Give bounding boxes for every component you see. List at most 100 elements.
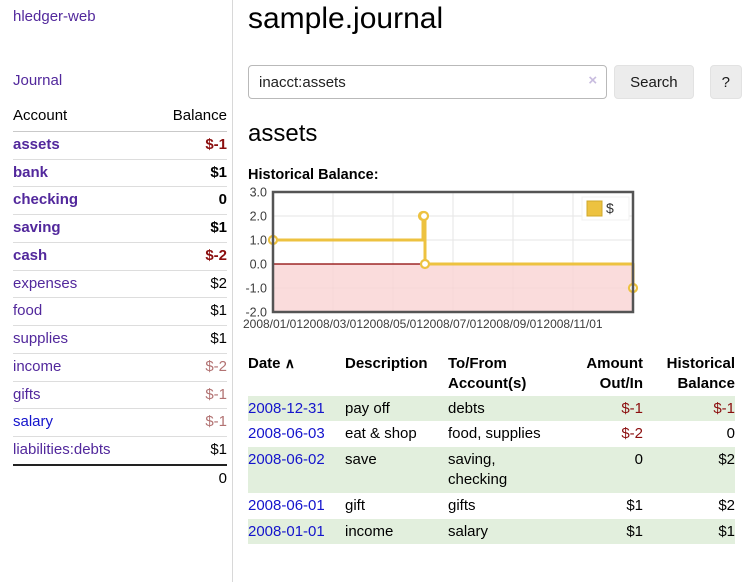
transaction-date-link[interactable]: 2008-01-01 — [248, 523, 325, 540]
account-link[interactable]: liabilities:debts — [13, 441, 111, 458]
clear-search-icon[interactable]: × — [588, 73, 597, 88]
page-title: sample.journal — [248, 2, 742, 36]
account-row: checking 0 — [13, 187, 227, 215]
transaction-accounts: debts — [448, 396, 561, 422]
accounts-header-balance: Balance — [151, 104, 227, 131]
transaction-accounts: saving, checking — [448, 447, 561, 493]
transaction-balance: $2 — [643, 493, 735, 519]
account-link[interactable]: expenses — [13, 275, 77, 292]
search-input[interactable] — [248, 65, 607, 99]
transaction-description: save — [345, 447, 448, 493]
transaction-description: pay off — [345, 396, 448, 422]
data-point-marker — [420, 212, 428, 220]
account-link[interactable]: saving — [13, 219, 61, 236]
account-balance: $2 — [151, 270, 227, 298]
x-tick-label: 2008/05/01 — [363, 317, 423, 331]
accounts-total-row: 0 — [13, 465, 227, 493]
account-link[interactable]: cash — [13, 247, 47, 264]
negative-region — [273, 264, 633, 312]
transaction-date-link[interactable]: 2008-06-03 — [248, 425, 325, 442]
y-tick-label: 1.0 — [250, 234, 267, 248]
transaction-description: gift — [345, 493, 448, 519]
transaction-balance: $1 — [643, 519, 735, 545]
data-point-marker — [421, 260, 429, 268]
accounts-total-balance: 0 — [151, 465, 227, 493]
account-row: supplies $1 — [13, 326, 227, 354]
account-link[interactable]: checking — [13, 191, 78, 208]
account-balance: $-1 — [151, 131, 227, 159]
account-link[interactable]: food — [13, 302, 42, 319]
account-balance: $1 — [151, 437, 227, 465]
register-table: Date ∧ Description To/From Account(s) Am… — [248, 352, 735, 544]
accounts-header-account: Account — [13, 104, 151, 131]
historical-balance-chart: $3.02.01.00.0-1.0-2.02008/01/012008/03/0… — [240, 190, 660, 337]
transaction-amount: $-2 — [561, 421, 643, 447]
transaction-row: 2008-06-01 giftgifts$1$2 — [248, 493, 735, 519]
account-link[interactable]: gifts — [13, 386, 41, 403]
transaction-accounts: gifts — [448, 493, 561, 519]
transaction-accounts: salary — [448, 519, 561, 545]
account-balance: $-2 — [151, 353, 227, 381]
x-tick-label: 2008/09/01 — [483, 317, 543, 331]
transaction-description: income — [345, 519, 448, 545]
x-tick-label: 2008/03/01 — [303, 317, 363, 331]
transaction-date-link[interactable]: 2008-06-01 — [248, 497, 325, 514]
account-balance: $-1 — [151, 381, 227, 409]
x-tick-label: 2008/07/01 — [423, 317, 483, 331]
chart-title: Historical Balance: — [248, 167, 742, 183]
transaction-balance: $-1 — [643, 396, 735, 422]
account-balance: $1 — [151, 326, 227, 354]
account-row: cash $-2 — [13, 242, 227, 270]
search-button[interactable]: Search — [614, 65, 694, 99]
account-row: expenses $2 — [13, 270, 227, 298]
register-header-accounts: To/From Account(s) — [448, 352, 561, 396]
account-balance: $1 — [151, 215, 227, 243]
date-header-label: Date — [248, 355, 281, 372]
transaction-accounts: food, supplies — [448, 421, 561, 447]
sidebar: hledger-web Journal Account Balance asse… — [0, 0, 233, 582]
transaction-description: eat & shop — [345, 421, 448, 447]
register-header-description: Description — [345, 352, 448, 396]
transaction-date-link[interactable]: 2008-06-02 — [248, 451, 325, 468]
transaction-row: 2008-01-01incomesalary$1$1 — [248, 519, 735, 545]
register-header-date: Date ∧ — [248, 352, 345, 396]
sidebar-item-journal[interactable]: Journal — [13, 72, 227, 89]
legend-label: $ — [606, 200, 614, 216]
account-row: gifts $-1 — [13, 381, 227, 409]
account-link[interactable]: salary — [13, 413, 53, 430]
register-table-header: Date ∧ Description To/From Account(s) Am… — [248, 352, 735, 396]
app-brand-link[interactable]: hledger-web — [13, 8, 227, 25]
transaction-row: 2008-06-03 eat & shopfood, supplies$-20 — [248, 421, 735, 447]
account-balance: $1 — [151, 159, 227, 187]
account-row: liabilities:debts $1 — [13, 437, 227, 465]
search-box: × — [248, 65, 607, 99]
transaction-date-link[interactable]: 2008-12-31 — [248, 400, 325, 417]
account-heading: assets — [248, 120, 742, 148]
register-header-amount: Amount Out/In — [561, 352, 643, 396]
help-button[interactable]: ? — [710, 65, 742, 99]
x-tick-label: 2008/11/01 — [543, 317, 602, 331]
y-tick-label: 0.0 — [250, 258, 267, 272]
account-link[interactable]: bank — [13, 164, 48, 181]
account-link[interactable]: income — [13, 358, 61, 375]
main-content: sample.journal × Search ? assets Histori… — [248, 0, 742, 544]
transaction-amount: $-1 — [561, 396, 643, 422]
transaction-amount: $1 — [561, 493, 643, 519]
y-tick-label: -1.0 — [245, 282, 267, 296]
search-form: × Search ? — [248, 65, 742, 99]
account-balance: 0 — [151, 187, 227, 215]
account-row: food $1 — [13, 298, 227, 326]
transaction-balance: 0 — [643, 421, 735, 447]
sort-ascending-icon: ∧ — [285, 355, 295, 371]
transaction-balance: $2 — [643, 447, 735, 493]
accounts-table-header: Account Balance — [13, 104, 227, 131]
y-tick-label: 3.0 — [250, 186, 267, 200]
account-balance: $1 — [151, 298, 227, 326]
transaction-row: 2008-06-02savesaving, checking0$2 — [248, 447, 735, 493]
account-balance: $-2 — [151, 242, 227, 270]
account-link[interactable]: assets — [13, 136, 60, 153]
account-row: saving $1 — [13, 215, 227, 243]
legend-swatch — [587, 201, 602, 216]
account-link[interactable]: supplies — [13, 330, 68, 347]
accounts-table: Account Balance assets $-1 bank $1 checking 0… — [13, 104, 227, 493]
